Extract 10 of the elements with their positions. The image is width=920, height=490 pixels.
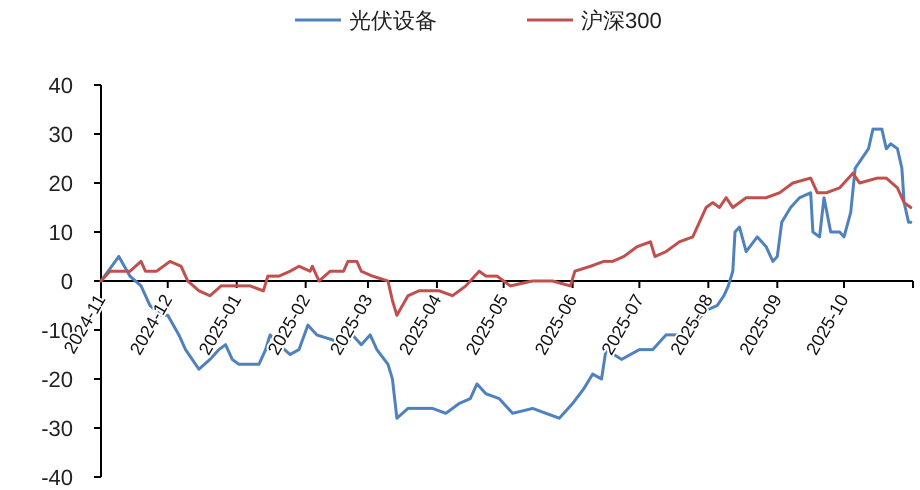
y-tick-label: 30 (48, 122, 73, 147)
legend-label: 光伏设备 (349, 8, 437, 33)
y-tick-label: -20 (41, 367, 73, 392)
legend-label: 沪深300 (581, 8, 662, 33)
y-tick-label: 10 (48, 220, 73, 245)
y-tick-label: 20 (48, 171, 73, 196)
y-tick-label: -30 (41, 416, 73, 441)
y-tick-label: 40 (48, 73, 73, 98)
y-tick-label: -40 (41, 465, 73, 490)
y-tick-label: 0 (60, 269, 73, 294)
